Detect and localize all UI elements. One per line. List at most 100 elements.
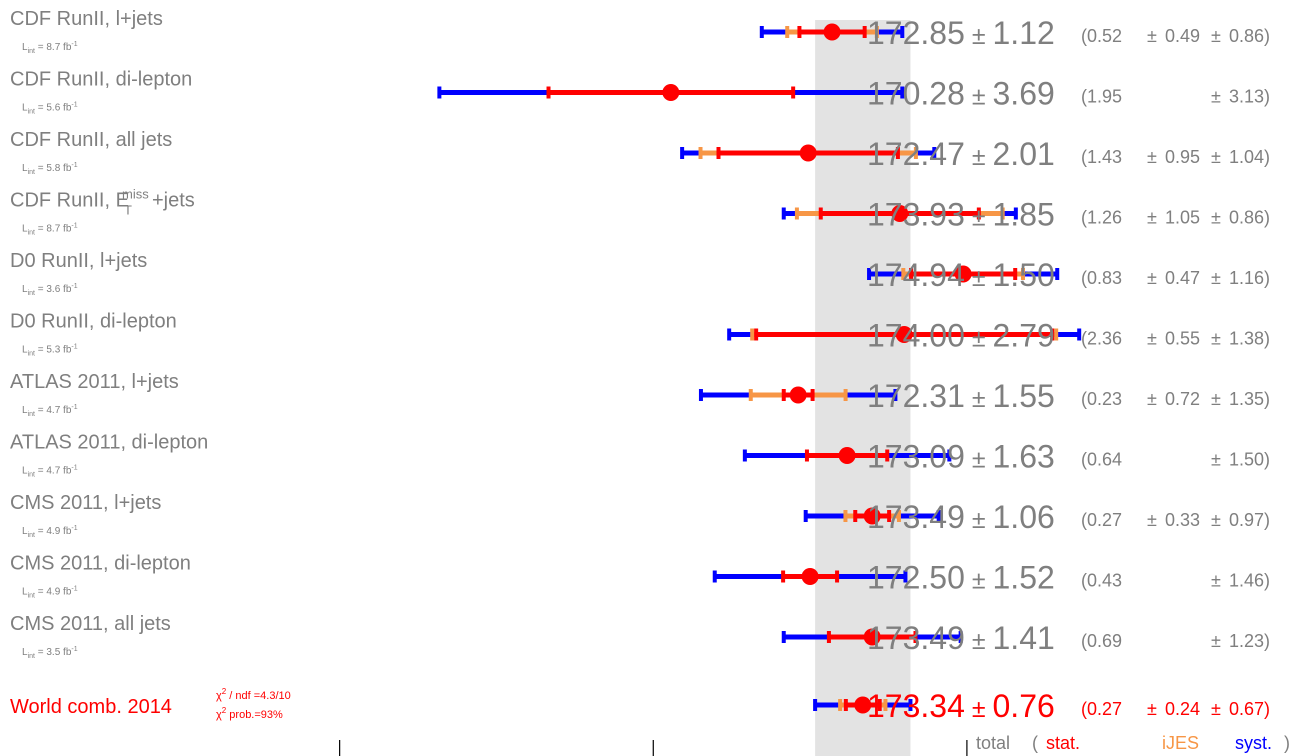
measurement-6-name: D0 RunII, di-lepton [10,311,177,333]
measurement-7-pm-total: ± [965,385,993,413]
measurement-9-central-text: 173.49 [867,499,965,535]
measurement-1-lumi-sup: -1 [71,41,77,48]
measurement-4-lumi-prefix: L [22,224,28,235]
measurement-5-syst-text: 1.16) [1229,268,1270,288]
measurement-8-lumi-sup: -1 [71,465,77,472]
measurement-4-lumi-sub: int [28,230,35,237]
measurement-6-pm-syst: ± [1211,329,1221,349]
measurement-3-pm-total: ± [965,143,993,171]
measurement-4-total-error-text: 1.85 [993,197,1055,233]
measurement-10-total-error-text: 1.52 [993,560,1055,596]
world-average-band-layer [815,20,911,756]
measurement-7-total-value: 172.31 ± 1.55 [867,378,1055,414]
measurement-2-central-marker [662,84,680,101]
combination-pm-total: ± [965,695,993,723]
legend-ijes: iJES [1162,733,1199,753]
measurement-3-name: CDF RunII, all jets [10,129,172,151]
measurement-4-pm-total: ± [965,204,993,232]
measurement-7-pm-syst: ± [1211,389,1221,409]
measurement-7-error-breakdown: (0.23 [1081,389,1122,409]
measurement-10-total-value: 172.50 ± 1.52 [867,560,1055,596]
measurement-10-lumi-sub: int [28,593,35,600]
chi2-sup-2: 2 [222,706,227,715]
measurement-5-lumi-value: = 3.6 fb [35,284,72,295]
measurement-11-syst-text: 1.23) [1229,631,1270,651]
measurement-3-lumi-sub: int [28,169,35,176]
measurement-10-label: CMS 2011, di-lepton [10,553,191,575]
measurement-9-pm-ijes: ± [1147,510,1157,530]
measurement-10-central-text: 172.50 [867,560,965,596]
combination-central-marker [854,696,872,714]
measurement-6-error-breakdown: (2.36 [1081,329,1122,349]
measurement-6-total-value: 174.00 ± 2.79 [867,318,1055,354]
measurement-8-lumi-prefix: L [22,466,28,477]
measurement-3-luminosity: Lint = 5.8 fb-1 [22,162,78,176]
measurement-5-pm-total: ± [965,264,993,292]
measurement-11-name: CMS 2011, all jets [10,613,171,635]
measurement-5-central-text: 174.94 [867,257,965,293]
measurement-11-lumi-prefix: L [22,647,28,658]
measurement-1-name: CDF RunII, l+jets [10,8,163,30]
combination-label: World comb. 2014 [10,696,172,718]
measurement-2-label: CDF RunII, di-lepton [10,69,192,91]
combination-error-breakdown: (0.27 [1081,699,1122,719]
measurement-1-central-marker [823,23,841,41]
measurement-2-total-error-text: 3.69 [993,76,1055,112]
measurement-8-lumi-sub: int [28,472,35,479]
measurement-2-lumi-value: = 5.6 fb [35,103,72,114]
measurement-1-label: CDF RunII, l+jets [10,8,163,30]
measurement-7-pm-ijes: ± [1147,389,1157,409]
measurement-9-label: CMS 2011, l+jets [10,492,161,514]
measurement-7-total-error-text: 1.55 [993,378,1055,414]
measurement-1-central-text: 172.85 [867,15,965,51]
measurement-10-central-marker [801,568,819,585]
measurement-6-lumi-value: = 5.3 fb [35,345,72,356]
measurement-3-total-value: 172.47 ± 2.01 [867,136,1055,172]
measurement-2-total-value: 170.28 ± 3.69 [867,76,1055,112]
measurement-5-luminosity: Lint = 3.6 fb-1 [22,283,78,297]
measurement-4-total-value: 173.93 ± 1.85 [867,197,1055,233]
measurement-7-stat-text: (0.23 [1081,389,1122,409]
measurement-5-total-error-text: 1.50 [993,257,1055,293]
measurement-10-luminosity: Lint = 4.9 fb-1 [22,586,78,600]
measurement-2-syst-text: 3.13) [1229,87,1270,107]
measurement-9-lumi-prefix: L [22,526,28,537]
measurement-6-ijes-text: 0.55 [1165,329,1200,349]
measurement-1-lumi-sub: int [28,48,35,55]
measurement-3-central-text: 172.47 [867,136,965,172]
legend-total: total [976,733,1010,753]
measurement-11-stat-text: (0.69 [1081,631,1122,651]
measurement-9-pm-total: ± [965,506,993,534]
measurement-11-total-error-text: 1.41 [993,620,1055,656]
measurement-3-syst-text: 1.04) [1229,147,1270,167]
measurement-2-error-breakdown: (1.95 [1081,87,1122,107]
measurement-4-name-sup: miss [122,187,149,202]
measurement-4-label: CDF RunII, E [10,190,129,212]
measurement-7-lumi-value: = 4.7 fb [35,405,72,416]
measurement-9-total-value: 173.49 ± 1.06 [867,499,1055,535]
measurement-3-total-error-text: 2.01 [993,136,1055,172]
measurement-5-lumi-sup: -1 [71,283,77,290]
measurement-8-pm-syst: ± [1211,450,1221,470]
measurement-5-label: D0 RunII, l+jets [10,250,147,272]
measurement-10-syst-text: 1.46) [1229,571,1270,591]
measurement-5-pm-ijes: ± [1147,268,1157,288]
measurement-1-pm-ijes: ± [1147,26,1157,46]
measurement-1-ijes-text: 0.49 [1165,26,1200,46]
measurement-6-luminosity: Lint = 5.3 fb-1 [22,344,78,358]
measurement-9-lumi-sub: int [28,532,35,539]
measurement-9-syst-text: 0.97) [1229,510,1270,530]
combination-ijes-text: 0.24 [1165,699,1200,719]
measurement-3-label: CDF RunII, all jets [10,129,172,151]
measurement-9-name: CMS 2011, l+jets [10,492,161,514]
measurement-2-pm-total: ± [965,83,993,111]
measurement-4-luminosity: Lint = 8.7 fb-1 [22,223,78,237]
measurement-6-pm-ijes: ± [1147,329,1157,349]
measurement-11-pm-syst: ± [1211,631,1221,651]
measurement-7-central-marker [789,386,807,404]
measurement-7-label: ATLAS 2011, l+jets [10,371,179,393]
measurement-4-name-sub: T [124,203,132,218]
measurement-6-lumi-sub: int [28,351,35,358]
measurement-8-label: ATLAS 2011, di-lepton [10,432,208,454]
